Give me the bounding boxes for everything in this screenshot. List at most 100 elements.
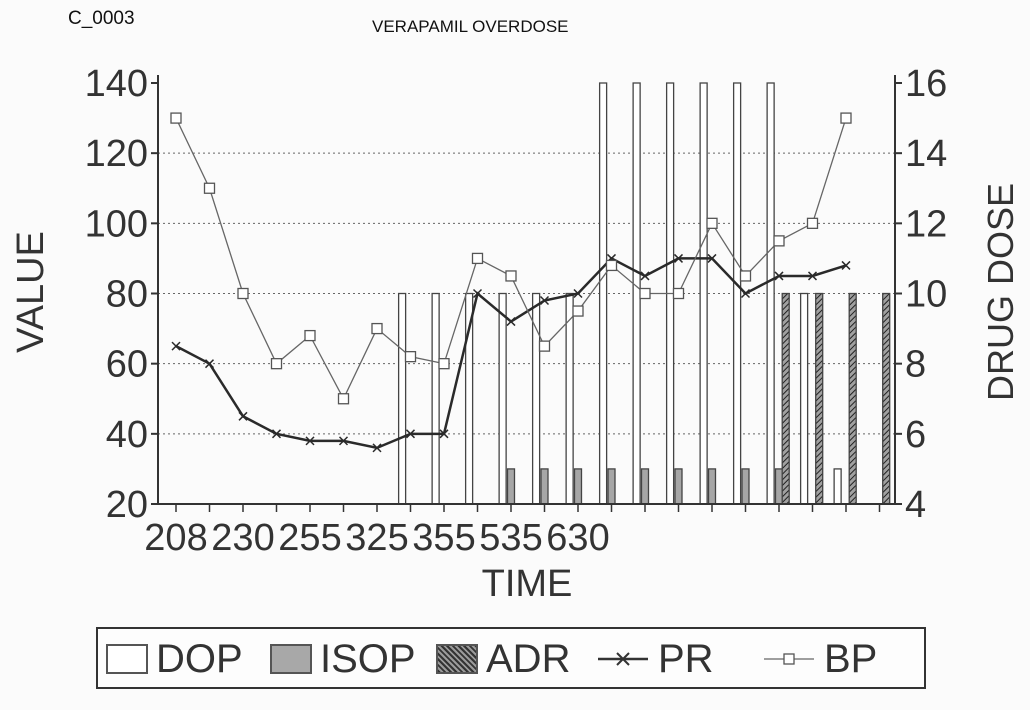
bars bbox=[397, 82, 891, 505]
point-bp bbox=[672, 287, 685, 300]
point-pr-stroke bbox=[740, 288, 751, 299]
bar-dop bbox=[699, 82, 708, 505]
point-pr-stroke bbox=[238, 411, 248, 421]
point-pr bbox=[238, 411, 248, 421]
legend-label-isop: ISOP bbox=[320, 636, 416, 681]
legend-swatch-isop bbox=[270, 644, 312, 674]
point-pr bbox=[271, 429, 282, 439]
bar-isop bbox=[741, 468, 750, 505]
point-bp bbox=[639, 287, 651, 300]
point-pr bbox=[539, 295, 550, 306]
point-pr-stroke bbox=[707, 253, 717, 263]
point-bp bbox=[605, 259, 618, 272]
point-pr bbox=[372, 443, 382, 453]
x-tick-label: 630 bbox=[546, 517, 609, 559]
y-tick-label-right: 12 bbox=[905, 203, 947, 245]
point-bp bbox=[170, 112, 182, 124]
y-tick-label-left: 100 bbox=[85, 203, 148, 245]
bar-dop bbox=[397, 292, 407, 505]
point-pr bbox=[305, 436, 315, 446]
bar-dop bbox=[431, 292, 440, 505]
x-tick-label: 325 bbox=[345, 517, 408, 559]
point-pr-stroke bbox=[439, 429, 449, 439]
point-pr-stroke bbox=[673, 253, 684, 263]
bar-dop bbox=[766, 82, 775, 505]
legend-label-dop: DOP bbox=[156, 636, 243, 681]
bar-isop bbox=[707, 468, 717, 505]
point-pr bbox=[204, 359, 215, 369]
y-tick-label-right: 16 bbox=[905, 63, 947, 105]
y-tick-label-left: 80 bbox=[106, 274, 148, 316]
point-pr-stroke bbox=[271, 429, 282, 439]
bar-adr bbox=[848, 292, 857, 505]
y-tick-label-left: 20 bbox=[106, 484, 148, 526]
legend-label-pr: PR bbox=[658, 636, 714, 681]
point-pr bbox=[807, 271, 818, 281]
bar-dop bbox=[732, 82, 742, 505]
point-pr bbox=[338, 436, 349, 446]
point-pr bbox=[472, 288, 483, 299]
lines bbox=[170, 112, 852, 453]
y-tick-label-right: 6 bbox=[905, 414, 926, 456]
y-tick-label-right: 10 bbox=[905, 274, 947, 316]
bar-dop bbox=[498, 292, 507, 505]
legend: DOP ISOP ADR PR BP bbox=[96, 627, 926, 689]
bar-isop bbox=[774, 468, 784, 505]
x-tick-label: 255 bbox=[278, 517, 341, 559]
point-pr-stroke bbox=[807, 271, 818, 281]
y-tick-label-left: 40 bbox=[106, 414, 148, 456]
legend-item-isop: ISOP bbox=[270, 635, 416, 683]
bar-dop bbox=[833, 468, 842, 505]
point-pr-stroke bbox=[171, 341, 181, 351]
point-bp bbox=[572, 305, 584, 317]
y-axis-label-left: VALUE bbox=[10, 231, 52, 353]
point-bp bbox=[739, 270, 752, 282]
bar-dop bbox=[632, 82, 641, 505]
legend-item-adr: ADR bbox=[436, 635, 570, 683]
line-bp bbox=[175, 117, 847, 401]
legend-swatch-adr bbox=[436, 644, 478, 674]
point-pr-stroke bbox=[640, 271, 650, 281]
point-pr bbox=[439, 429, 449, 439]
point-bp bbox=[538, 340, 551, 352]
point-pr-stroke bbox=[506, 317, 516, 327]
legend-label-bp: BP bbox=[824, 636, 878, 681]
bar-isop bbox=[607, 468, 616, 505]
axes bbox=[151, 75, 902, 512]
x-tick-label: 535 bbox=[479, 517, 542, 559]
bar-dop bbox=[531, 292, 541, 505]
point-bp bbox=[203, 182, 216, 194]
point-pr bbox=[774, 271, 784, 281]
legend-item-dop: DOP bbox=[106, 635, 243, 683]
legend-label-adr: ADR bbox=[486, 636, 571, 681]
legend-item-bp: BP bbox=[762, 635, 877, 683]
point-pr bbox=[640, 271, 650, 281]
bar-dop bbox=[799, 292, 809, 505]
point-bp bbox=[438, 358, 450, 370]
point-bp bbox=[270, 358, 283, 370]
point-pr bbox=[740, 288, 751, 299]
point-bp bbox=[337, 393, 350, 405]
legend-swatch-pr bbox=[598, 652, 648, 666]
legend-swatch-bp bbox=[764, 653, 814, 665]
point-pr-stroke bbox=[573, 288, 583, 299]
point-pr bbox=[171, 341, 181, 351]
point-pr bbox=[405, 429, 416, 439]
bar-isop bbox=[674, 468, 683, 505]
y-tick-label-right: 8 bbox=[905, 344, 926, 386]
point-pr-stroke bbox=[305, 436, 315, 446]
bar-adr bbox=[815, 292, 824, 505]
point-pr bbox=[573, 288, 583, 299]
legend-item-pr: PR bbox=[596, 635, 714, 683]
point-bp bbox=[371, 322, 383, 335]
document-id: C_0003 bbox=[68, 8, 135, 29]
x-axis-label: TIME bbox=[482, 563, 573, 605]
point-bp bbox=[806, 217, 819, 229]
point-pr-stroke bbox=[774, 271, 784, 281]
point-bp bbox=[304, 329, 316, 342]
point-bp bbox=[471, 252, 484, 265]
x-tick-label: 230 bbox=[211, 517, 274, 559]
y-tick-label-right: 14 bbox=[905, 133, 947, 175]
bar-adr bbox=[781, 292, 790, 505]
bar-dop bbox=[565, 292, 574, 505]
